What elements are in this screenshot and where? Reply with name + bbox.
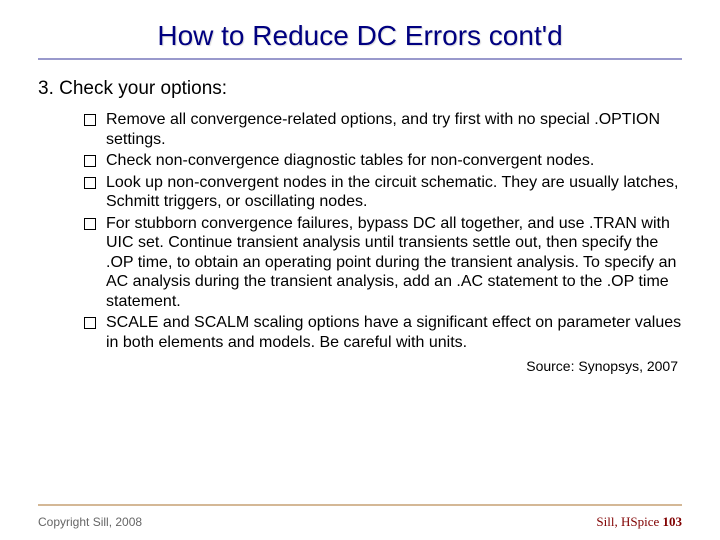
section-heading: 3. Check your options:: [38, 78, 682, 100]
page-reference: Sill, HSpice 103: [596, 514, 682, 530]
page-number: 103: [663, 514, 683, 529]
page-ref-prefix: Sill, HSpice: [596, 514, 659, 529]
list-item: Look up non-convergent nodes in the circ…: [84, 173, 682, 212]
list-item: For stubborn convergence failures, bypas…: [84, 214, 682, 312]
list-item: Remove all convergence-related options, …: [84, 110, 682, 149]
copyright-text: Copyright Sill, 2008: [38, 515, 142, 529]
slide-title: How to Reduce DC Errors cont'd: [38, 20, 682, 52]
bullet-list: Remove all convergence-related options, …: [38, 110, 682, 352]
list-item: SCALE and SCALM scaling options have a s…: [84, 313, 682, 352]
footer-divider: [38, 504, 682, 506]
section-number: 3.: [38, 78, 54, 99]
title-divider: [38, 58, 682, 60]
section-text: Check your options:: [59, 78, 227, 99]
list-item: Check non-convergence diagnostic tables …: [84, 151, 682, 171]
footer: Copyright Sill, 2008 Sill, HSpice 103: [38, 514, 682, 530]
slide: How to Reduce DC Errors cont'd 3. Check …: [0, 0, 720, 540]
source-citation: Source: Synopsys, 2007: [38, 358, 682, 374]
